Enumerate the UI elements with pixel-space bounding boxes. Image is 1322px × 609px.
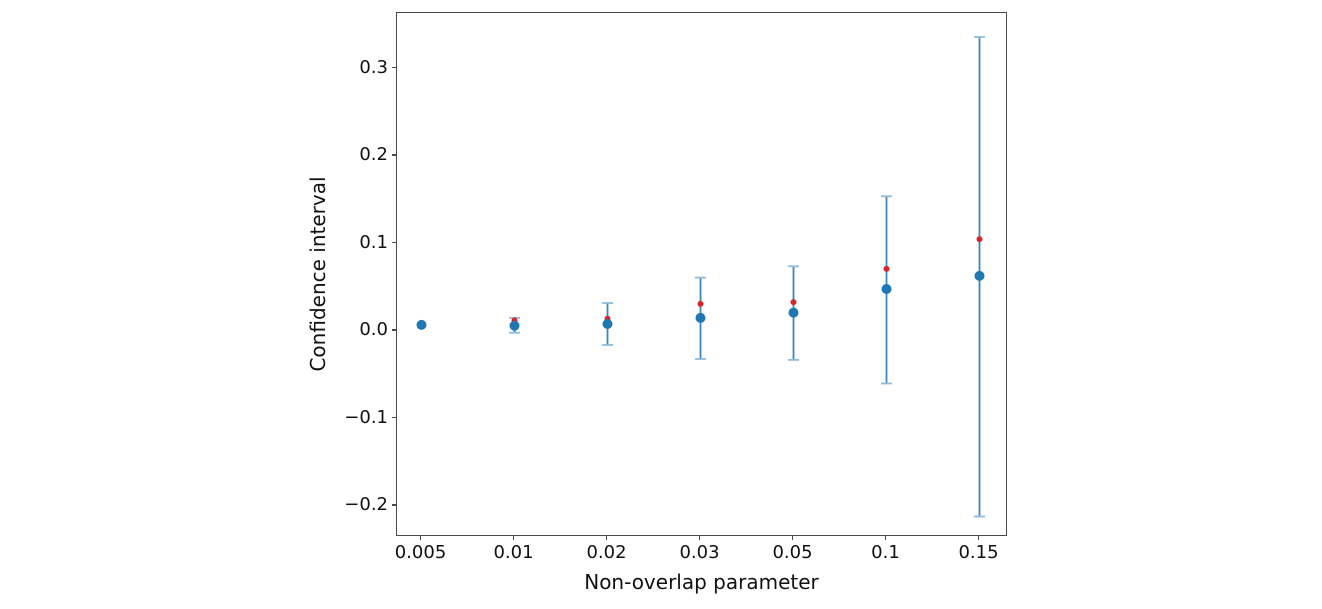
x-tick-mark	[791, 536, 794, 540]
x-tick-label: 0.05	[772, 542, 813, 563]
plot-svg	[416, 36, 985, 518]
x-axis-label: Non-overlap parameter	[584, 570, 819, 594]
red-point	[790, 299, 797, 306]
y-tick-label: −0.1	[344, 406, 388, 428]
x-tick-label: 0.02	[586, 542, 627, 563]
x-tick-label: 0.03	[679, 542, 720, 563]
y-tick-label: −0.2	[344, 494, 388, 515]
x-tick-label: 0.01	[493, 542, 534, 563]
x-tick-mark	[419, 536, 422, 540]
x-tick-label: 0.15	[958, 542, 999, 563]
plot-area	[396, 12, 1007, 536]
x-tick-label: 0.1	[871, 542, 900, 563]
red-point	[976, 236, 983, 243]
y-tick-mark	[392, 329, 396, 331]
x-tick-mark	[698, 536, 701, 540]
y-tick-label: 0.0	[359, 319, 388, 340]
x-tick-mark	[605, 536, 608, 540]
y-tick-mark	[392, 154, 396, 156]
red-point	[883, 265, 890, 272]
blue-point	[509, 320, 520, 331]
blue-point	[788, 307, 799, 318]
blue-point	[881, 284, 892, 294]
x-tick-mark	[512, 536, 515, 540]
y-tick-mark	[392, 416, 396, 419]
blue-point	[416, 319, 427, 330]
blue-point	[602, 319, 613, 329]
y-tick-label: 0.2	[359, 144, 388, 165]
y-tick-label: 0.3	[359, 56, 388, 78]
y-tick-label: 0.1	[359, 231, 388, 253]
red-point	[697, 300, 704, 307]
y-tick-mark	[392, 241, 396, 244]
x-tick-mark	[977, 536, 980, 540]
x-tick-mark	[884, 536, 887, 540]
y-axis-label: Confidence interval	[306, 176, 330, 372]
y-tick-mark	[392, 504, 396, 506]
x-tick-label: 0.005	[394, 542, 447, 563]
y-tick-mark	[392, 66, 396, 69]
blue-point	[695, 312, 706, 323]
blue-point	[974, 270, 985, 281]
